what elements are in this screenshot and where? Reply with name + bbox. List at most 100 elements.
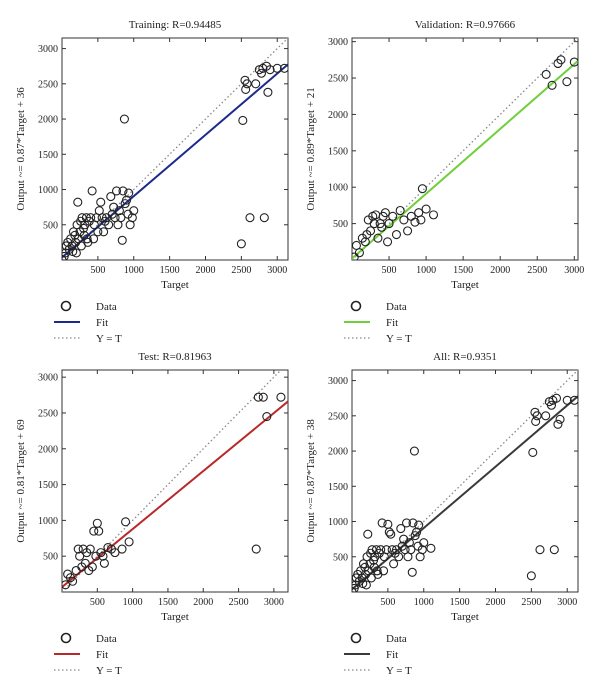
data-point	[403, 226, 413, 236]
fit-line	[352, 60, 578, 260]
legend-identity-label: Y = T	[96, 665, 122, 677]
data-point	[96, 197, 106, 207]
data-point	[89, 234, 99, 244]
data-point	[388, 211, 398, 221]
y-tick-label: 2500	[328, 411, 348, 422]
data-point	[245, 213, 255, 223]
data-point	[409, 446, 419, 456]
y-axis-label: Output ~= 0.81*Target + 69	[15, 419, 27, 543]
data-point	[118, 186, 128, 196]
legend-data-label: Data	[96, 633, 117, 645]
data-point	[562, 395, 572, 405]
data-point	[93, 227, 103, 237]
data-point	[262, 411, 272, 422]
data-point	[372, 566, 382, 576]
data-point	[569, 395, 578, 405]
x-axis-label: Target	[451, 611, 479, 623]
data-point	[421, 204, 431, 214]
legend-fit-label: Fit	[386, 649, 398, 661]
data-point	[391, 229, 402, 240]
x-tick-label: 2500	[231, 265, 251, 276]
data-point	[376, 545, 386, 555]
data-point	[251, 79, 261, 89]
y-tick-label: 3000	[38, 44, 58, 55]
data-point	[121, 517, 131, 527]
x-tick-label: 3000	[267, 265, 287, 276]
data-point	[528, 447, 538, 458]
data-point	[380, 208, 390, 218]
data-point	[124, 537, 134, 547]
data-point	[279, 63, 288, 73]
data-point	[87, 562, 97, 572]
data-point	[98, 551, 108, 561]
data-point	[68, 576, 78, 586]
y-tick-label: 500	[333, 552, 348, 563]
data-point	[94, 526, 104, 536]
data-point	[531, 416, 541, 426]
x-tick-label: 500	[380, 597, 395, 608]
y-tick-label: 3000	[38, 373, 58, 384]
panel-3: Test: R=0.81963 500 1000 1500 2000 2500 3000 50…	[15, 351, 289, 677]
x-tick-label: 1000	[124, 265, 144, 276]
chart-title: Test: R=0.81963	[138, 351, 212, 363]
data-point	[532, 411, 542, 421]
legend-data-label: Data	[386, 633, 407, 645]
legend-data-label: Data	[96, 301, 117, 313]
data-point	[399, 215, 409, 225]
data-point	[384, 219, 394, 229]
legend-data-marker	[350, 300, 362, 312]
data-point	[383, 237, 393, 247]
legend-data-marker	[350, 632, 362, 644]
data-point	[541, 69, 551, 79]
data-point	[75, 551, 85, 561]
data-point	[546, 400, 557, 410]
panel-1: Training: R=0.94485 500 1000 1500 2000 2500 30…	[15, 19, 289, 345]
data-point	[377, 222, 387, 232]
data-point	[236, 239, 246, 249]
x-tick-label: 500	[382, 265, 397, 276]
x-tick-label: 1000	[123, 597, 143, 608]
x-tick-label: 2000	[485, 597, 505, 608]
data-point	[416, 215, 426, 225]
x-tick-label: 1500	[453, 265, 473, 276]
data-point	[71, 248, 81, 258]
data-point	[129, 206, 139, 216]
data-point	[384, 527, 394, 537]
data-point	[354, 248, 364, 258]
x-tick-label: 3000	[564, 265, 584, 276]
panel-2: Validation: R=0.97666 500 1000 1500 2000 2500…	[305, 19, 584, 345]
data-point	[428, 210, 439, 220]
data-point	[361, 580, 371, 590]
x-tick-label: 500	[90, 265, 105, 276]
fit-line	[352, 395, 578, 591]
x-tick-label: 2500	[521, 597, 541, 608]
x-tick-label: 1000	[414, 597, 434, 608]
y-tick-label: 3000	[328, 37, 348, 48]
y-tick-label: 1500	[328, 482, 348, 493]
data-point	[410, 217, 420, 227]
legend-data-marker	[60, 632, 72, 644]
data-point	[417, 545, 427, 555]
data-point	[99, 558, 109, 568]
chart-title: Training: R=0.94485	[129, 19, 222, 31]
data-point	[379, 566, 389, 576]
data-point	[426, 543, 436, 553]
y-tick-label: 2500	[38, 79, 58, 90]
legend-data-marker	[60, 300, 72, 312]
y-tick-label: 500	[333, 219, 348, 230]
y-tick-label: 500	[43, 220, 58, 231]
y-tick-label: 2000	[38, 115, 58, 126]
y-tick-label: 2000	[328, 110, 348, 121]
data-point	[363, 529, 373, 539]
y-tick-label: 2000	[38, 444, 58, 455]
data-point	[127, 213, 137, 223]
data-point	[73, 197, 83, 207]
x-axis-label: Target	[451, 279, 479, 291]
data-point	[555, 414, 565, 424]
x-axis-label: Target	[161, 279, 189, 291]
x-tick-label: 500	[90, 597, 105, 608]
fit-line	[62, 63, 288, 259]
data-point	[106, 192, 116, 202]
panel-4: All: R=0.9351 500 1000 1500 2000 2500 3000 500 1…	[305, 351, 579, 677]
data-point	[80, 558, 90, 568]
